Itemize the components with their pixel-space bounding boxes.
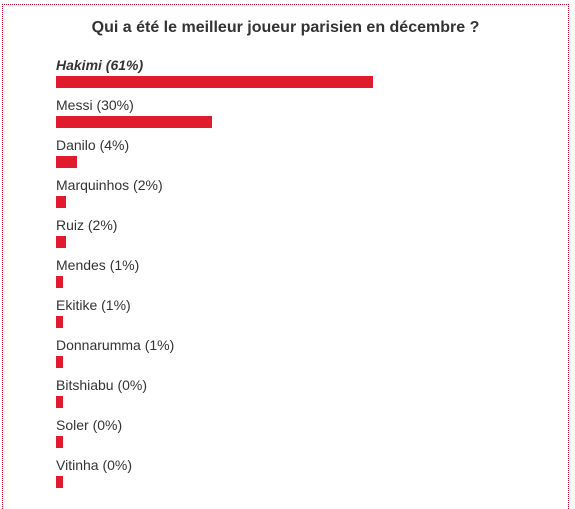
poll-option-label: Hakimi (61%) <box>56 57 144 73</box>
poll-option-bar-track <box>56 436 556 448</box>
poll-option-label: Donnarumma (1%) <box>56 337 175 353</box>
poll-option-bar <box>56 116 212 128</box>
poll-option-bar-track <box>56 76 556 88</box>
poll-option-label: Marquinhos (2%) <box>56 177 163 193</box>
poll-option: Donnarumma (1%) <box>56 337 556 377</box>
poll-option-label: Ruiz (2%) <box>56 217 118 233</box>
poll-option-bar <box>56 276 63 288</box>
poll-option-bar <box>56 236 66 248</box>
poll-option-bar <box>56 156 77 168</box>
poll-option-bar <box>56 396 63 408</box>
poll-option-bar <box>56 316 63 328</box>
poll-option-bar <box>56 196 66 208</box>
poll-option-label: Mendes (1%) <box>56 257 140 273</box>
poll-option-bar-track <box>56 196 556 208</box>
poll-option: Mendes (1%) <box>56 257 556 297</box>
poll-option-label: Ekitike (1%) <box>56 297 131 313</box>
poll-option-label: Vitinha (0%) <box>56 457 133 473</box>
poll-option-bar-track <box>56 276 556 288</box>
poll-option-bar <box>56 436 63 448</box>
poll-results: Qui a été le meilleur joueur parisien en… <box>2 4 569 509</box>
poll-options-list: Hakimi (61%) Messi (30%) Danilo (4%) Marqui… <box>56 57 556 497</box>
poll-option-bar <box>56 356 63 368</box>
poll-option-bar-track <box>56 156 556 168</box>
poll-option: Danilo (4%) <box>56 137 556 177</box>
poll-option-bar <box>56 76 373 88</box>
poll-option-label: Soler (0%) <box>56 417 123 433</box>
poll-option-bar-track <box>56 476 556 488</box>
poll-option-label: Danilo (4%) <box>56 137 130 153</box>
poll-question: Qui a été le meilleur joueur parisien en… <box>91 19 480 36</box>
poll-option: Ekitike (1%) <box>56 297 556 337</box>
poll-option: Hakimi (61%) <box>56 57 556 97</box>
poll-option-bar-track <box>56 356 556 368</box>
poll-option: Vitinha (0%) <box>56 457 556 497</box>
poll-option: Soler (0%) <box>56 417 556 457</box>
poll-option-label: Bitshiabu (0%) <box>56 377 148 393</box>
poll-option-bar-track <box>56 236 556 248</box>
poll-option-bar-track <box>56 116 556 128</box>
poll-option-bar <box>56 476 63 488</box>
poll-option: Ruiz (2%) <box>56 217 556 257</box>
poll-option: Messi (30%) <box>56 97 556 137</box>
poll-option-bar-track <box>56 396 556 408</box>
poll-option-label: Messi (30%) <box>56 97 134 113</box>
poll-option: Marquinhos (2%) <box>56 177 556 217</box>
poll-option: Bitshiabu (0%) <box>56 377 556 417</box>
poll-option-bar-track <box>56 316 556 328</box>
